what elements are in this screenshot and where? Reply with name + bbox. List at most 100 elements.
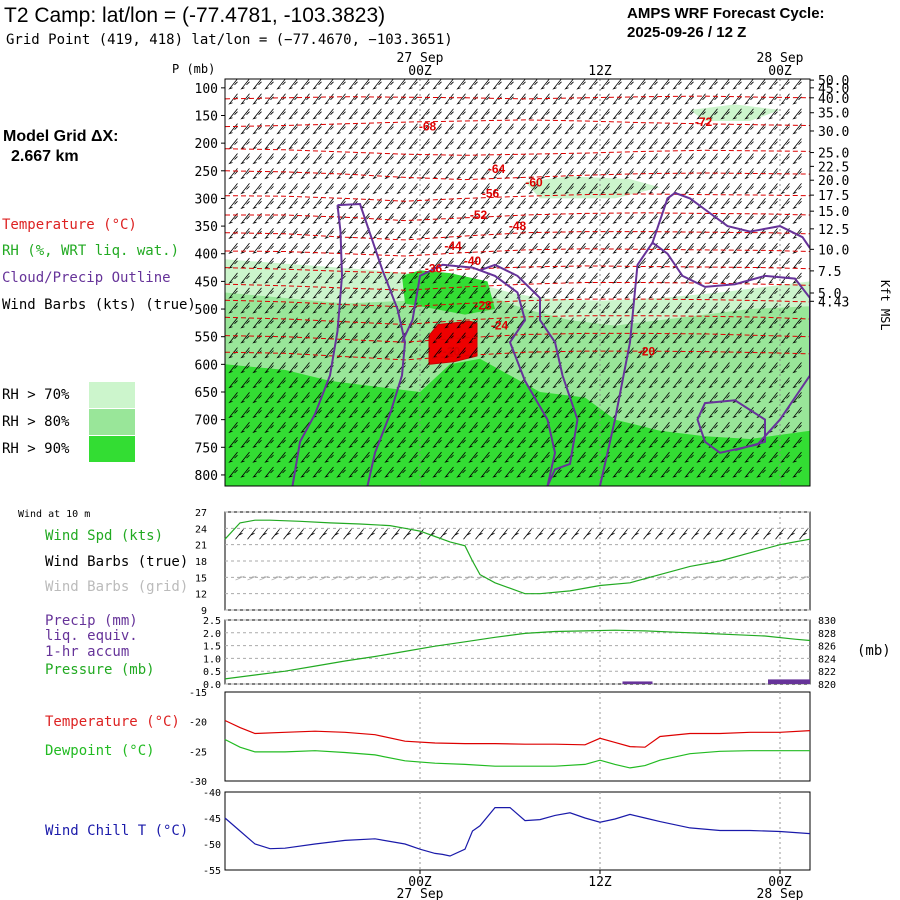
wind-barb	[732, 198, 742, 210]
wind-barb	[720, 257, 730, 269]
wind-barb	[612, 302, 622, 314]
wind-barb-grid	[739, 575, 749, 581]
wind-barb	[696, 123, 706, 135]
wind-barb	[300, 79, 310, 90]
wind-barb	[444, 79, 454, 90]
temperature-label: -24	[491, 319, 509, 333]
wind-barb	[528, 123, 538, 135]
wind-barb	[312, 422, 322, 434]
time-tick-hour: 12Z	[588, 64, 612, 79]
wind-barb	[780, 392, 790, 404]
wind-barb	[504, 153, 514, 165]
wind-barb-true	[559, 528, 568, 540]
wind-barb	[612, 212, 622, 225]
wind-barb	[792, 422, 802, 434]
wind-barb	[444, 168, 454, 180]
height-tick-label: 4.43	[818, 295, 849, 310]
wind-barb	[444, 436, 454, 449]
wind-barb	[264, 272, 274, 284]
wind-barb	[276, 257, 286, 269]
wind-barb	[600, 436, 610, 449]
wind-barb	[576, 377, 586, 389]
wind-barb	[492, 407, 502, 419]
wind-barb	[312, 227, 322, 240]
wind-barb	[408, 407, 418, 419]
wind-barb	[768, 242, 778, 254]
height-tick-label: 25.0	[818, 147, 849, 162]
wind-barb	[696, 392, 706, 404]
wind-barb	[480, 272, 490, 284]
wind-barbs-grid-label: Wind Barbs (grid)	[45, 579, 189, 595]
precip-tick-label: 1.0	[203, 654, 221, 665]
wind-barb	[396, 242, 406, 254]
wind-barb	[756, 198, 766, 210]
wind-barb	[324, 466, 334, 478]
wind-barb	[708, 272, 718, 284]
wind-barb	[456, 198, 466, 210]
wind-barb	[336, 392, 346, 404]
wind-barb	[660, 377, 670, 389]
wind-barb	[792, 272, 802, 284]
wind-barb	[420, 242, 430, 254]
wind-barb	[240, 347, 250, 359]
wind-barb	[756, 183, 766, 195]
pressure-tick-label-right: 830	[818, 616, 836, 627]
wind-barb	[480, 79, 490, 90]
wind-barb	[264, 138, 274, 150]
wind-barb	[240, 123, 250, 135]
height-tick-label: 5.0	[818, 287, 841, 302]
wind-barb	[228, 108, 238, 120]
wind-barb	[444, 407, 454, 419]
temperature-label: -48	[509, 219, 527, 233]
wind-barb	[636, 212, 646, 225]
wind-barb	[276, 153, 286, 165]
bottom-time-hour: 00Z	[768, 875, 792, 890]
wind-barb	[348, 257, 358, 269]
wind-barb	[300, 123, 310, 135]
wind-barb	[456, 302, 466, 314]
wind-barb	[276, 212, 286, 225]
wind-barb	[516, 168, 526, 180]
wind-barb	[768, 287, 778, 299]
pressure-tick-label-right: 828	[818, 629, 836, 640]
wind-barb	[384, 242, 394, 254]
wind-barb	[552, 138, 562, 150]
wind-barb	[420, 451, 430, 463]
wind-barb	[588, 466, 598, 478]
wind-barb	[252, 451, 262, 463]
precip-tick-label: 1.5	[203, 642, 221, 653]
wind-barb	[648, 362, 658, 374]
wind-barb	[324, 332, 334, 344]
wind-barb	[336, 108, 346, 120]
wind-barb	[564, 377, 574, 389]
wind-barb	[240, 93, 250, 105]
wind-barb	[276, 422, 286, 434]
pressure-tick-label: 100	[195, 82, 218, 97]
wind-barb	[444, 347, 454, 359]
wind-barb	[276, 183, 286, 195]
wind-barb	[624, 123, 634, 135]
wind-barb	[756, 451, 766, 463]
wind-barb	[348, 436, 358, 449]
wind-barb	[792, 183, 802, 195]
wind-barb	[456, 227, 466, 240]
wind-barb	[528, 407, 538, 419]
wind-barb	[444, 302, 454, 314]
bottom-time-hour: 00Z	[408, 875, 432, 890]
wind-barb-true	[379, 528, 388, 540]
wind-barb-true	[667, 528, 676, 540]
wind-barb	[528, 153, 538, 165]
wind-barb	[768, 257, 778, 269]
wind-barb-grid	[523, 575, 533, 581]
wind-barb	[768, 153, 778, 165]
wind-barb-grid	[691, 575, 701, 581]
wind-barb	[468, 287, 478, 299]
wind-barb	[456, 347, 466, 359]
wind-barb	[684, 242, 694, 254]
wind-barb	[552, 257, 562, 269]
wind-barb	[396, 138, 406, 150]
wind-barb	[564, 153, 574, 165]
wind-barb	[348, 287, 358, 299]
wind-barb	[780, 183, 790, 195]
wind-barb	[528, 451, 538, 463]
